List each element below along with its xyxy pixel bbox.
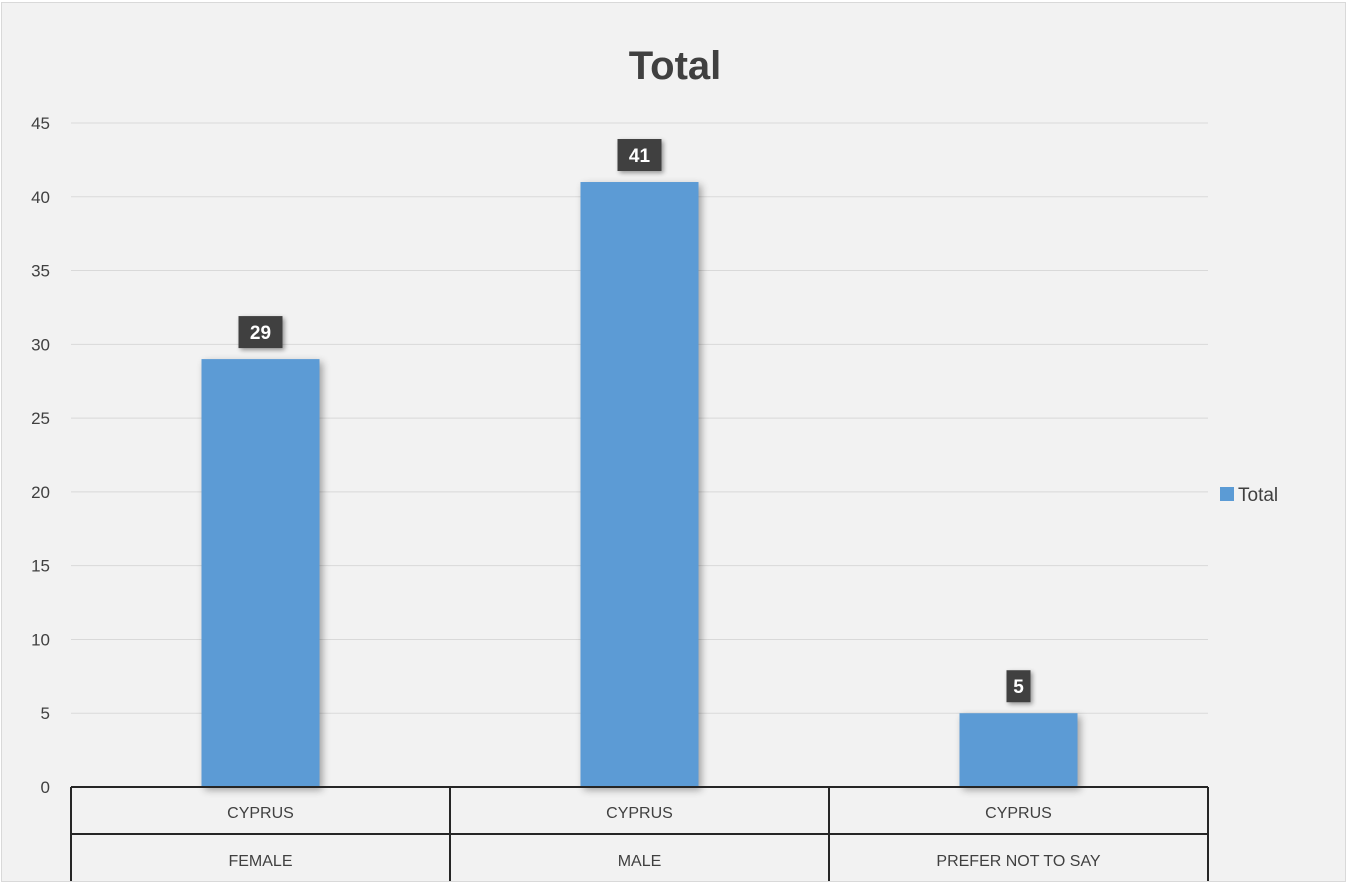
data-label: 5 (1013, 677, 1024, 698)
data-label: 41 (629, 146, 651, 167)
x-category-outer-label: MALE (618, 853, 662, 870)
bar (959, 713, 1078, 787)
y-tick-label: 45 (31, 114, 50, 133)
y-tick-label: 10 (31, 630, 50, 649)
y-tick-label: 30 (31, 335, 50, 354)
bar-chart: Total 0 5 10 15 20 25 30 35 40 45 29 41 5 CYPRUS FEM… (31, 44, 1278, 881)
chart-title: Total (629, 44, 722, 88)
legend-label: Total (1238, 485, 1278, 506)
y-tick-label: 25 (31, 409, 50, 428)
legend: Total (1220, 485, 1278, 506)
y-tick-label: 0 (41, 778, 50, 797)
y-tick-label: 35 (31, 262, 50, 281)
x-category-inner-label: CYPRUS (985, 805, 1052, 822)
x-category-inner-label: CYPRUS (227, 805, 294, 822)
x-category-outer-label: PREFER NOT TO SAY (936, 853, 1101, 870)
y-tick-label: 40 (31, 188, 50, 207)
data-label-box (617, 139, 662, 172)
bar (201, 359, 320, 787)
y-tick-label: 15 (31, 557, 50, 576)
y-axis: 0 5 10 15 20 25 30 35 40 45 (31, 114, 50, 797)
x-category-inner-label: CYPRUS (606, 805, 673, 822)
bar (580, 182, 699, 787)
y-tick-label: 5 (41, 704, 50, 723)
legend-swatch (1220, 487, 1234, 501)
data-labels: 29 41 5 (238, 139, 1031, 703)
bars (201, 182, 1078, 787)
data-label: 29 (250, 323, 271, 344)
x-category-outer-label: FEMALE (228, 853, 292, 870)
data-label-box (1006, 670, 1031, 703)
data-label-box (238, 316, 283, 349)
x-axis: CYPRUS FEMALE CYPRUS MALE CYPRUS PREFER NOT T… (70, 786, 1209, 881)
y-tick-label: 20 (31, 483, 50, 502)
